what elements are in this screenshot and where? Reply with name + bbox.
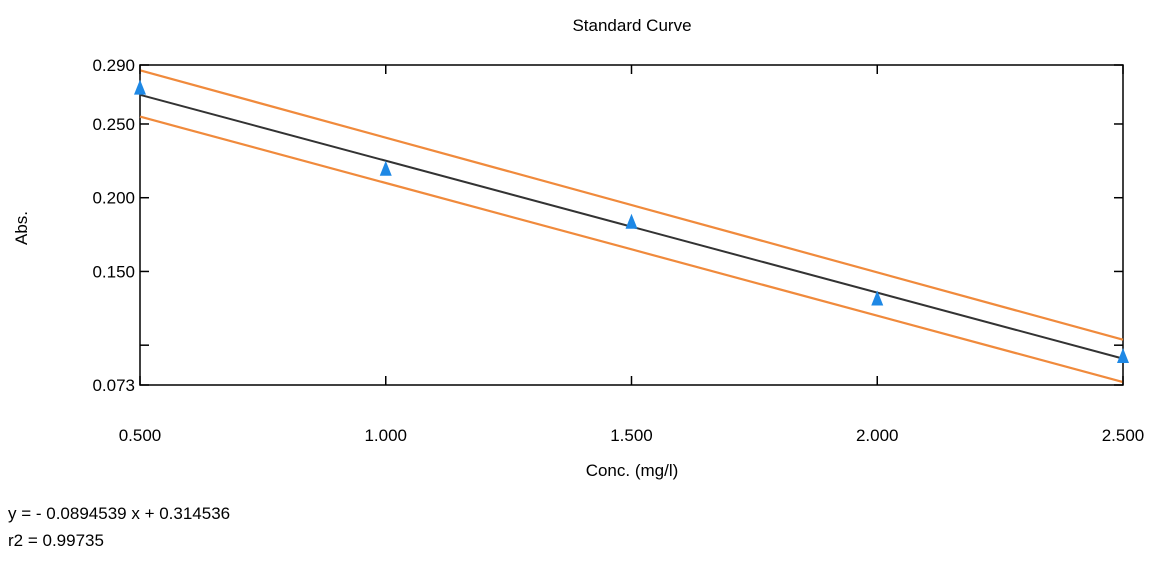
y-tick-label: 0.150 (92, 262, 135, 281)
x-tick-label: 2.500 (1102, 426, 1145, 445)
chart-title: Standard Curve (572, 16, 691, 35)
y-axis-label: Abs. (12, 211, 31, 245)
data-point-marker (1117, 347, 1129, 363)
upper-confidence-line (139, 69, 1124, 341)
x-tick-label: 2.000 (856, 426, 899, 445)
data-point-marker (625, 213, 638, 229)
regression-equation: y = - 0.0894539 x + 0.314536 (8, 504, 231, 523)
x-axis: 0.500 1.000 1.500 2.000 2.500 (119, 65, 1145, 445)
data-point-marker (871, 290, 884, 306)
regression-info: y = - 0.0894539 x + 0.314536 r2 = 0.9973… (8, 500, 230, 554)
data-point-marker (134, 79, 146, 95)
y-axis: 0.073 0.150 0.200 0.250 0.290 (92, 56, 1123, 395)
x-tick-label: 0.500 (119, 426, 162, 445)
data-markers (134, 79, 1129, 363)
y-tick-label: 0.290 (92, 56, 135, 75)
x-tick-label: 1.000 (364, 426, 407, 445)
x-tick-label: 1.500 (610, 426, 653, 445)
r-squared-value: r2 = 0.99735 (8, 531, 104, 550)
y-tick-label: 0.200 (92, 189, 135, 208)
data-point-marker (379, 160, 392, 176)
y-tick-label: 0.250 (92, 115, 135, 134)
lower-confidence-line (139, 115, 1124, 384)
x-axis-label: Conc. (mg/l) (586, 461, 679, 480)
y-tick-label: 0.073 (92, 376, 135, 395)
